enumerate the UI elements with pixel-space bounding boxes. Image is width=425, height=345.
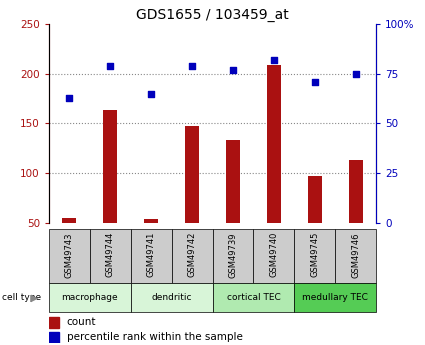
Title: GDS1655 / 103459_at: GDS1655 / 103459_at bbox=[136, 8, 289, 22]
Text: macrophage: macrophage bbox=[62, 293, 118, 302]
Point bbox=[312, 79, 318, 85]
Point bbox=[66, 95, 73, 100]
Bar bbox=[253, 229, 294, 283]
Bar bbox=[212, 229, 253, 283]
Bar bbox=[131, 283, 212, 312]
Point bbox=[270, 57, 277, 62]
Text: cortical TEC: cortical TEC bbox=[227, 293, 280, 302]
Bar bbox=[49, 283, 131, 312]
Text: GSM49745: GSM49745 bbox=[310, 232, 319, 277]
Text: count: count bbox=[67, 317, 96, 327]
Text: GSM49742: GSM49742 bbox=[187, 232, 196, 277]
Text: medullary TEC: medullary TEC bbox=[302, 293, 368, 302]
Text: GSM49743: GSM49743 bbox=[65, 232, 74, 278]
Bar bbox=[294, 283, 376, 312]
Bar bbox=[131, 229, 172, 283]
Bar bbox=[103, 110, 117, 223]
Text: GSM49744: GSM49744 bbox=[106, 232, 115, 277]
Bar bbox=[308, 176, 322, 223]
Point bbox=[148, 91, 155, 96]
Bar bbox=[62, 218, 76, 223]
Bar bbox=[226, 140, 240, 223]
Text: ▶: ▶ bbox=[31, 293, 39, 303]
Text: GSM49746: GSM49746 bbox=[351, 232, 360, 278]
Bar bbox=[348, 160, 363, 223]
Bar bbox=[49, 332, 60, 343]
Bar bbox=[172, 229, 212, 283]
Point bbox=[107, 63, 113, 69]
Point bbox=[189, 63, 196, 69]
Bar bbox=[90, 229, 131, 283]
Point bbox=[352, 71, 359, 77]
Text: GSM49740: GSM49740 bbox=[269, 232, 278, 277]
Text: percentile rank within the sample: percentile rank within the sample bbox=[67, 332, 243, 342]
Bar bbox=[49, 317, 60, 328]
Bar bbox=[212, 283, 294, 312]
Bar bbox=[335, 229, 376, 283]
Bar bbox=[267, 65, 281, 223]
Bar bbox=[144, 219, 158, 223]
Point bbox=[230, 67, 236, 72]
Text: dendritic: dendritic bbox=[151, 293, 192, 302]
Text: GSM49739: GSM49739 bbox=[229, 232, 238, 278]
Bar bbox=[294, 229, 335, 283]
Bar bbox=[185, 126, 199, 223]
Text: GSM49741: GSM49741 bbox=[147, 232, 156, 277]
Bar bbox=[49, 229, 90, 283]
Text: cell type: cell type bbox=[2, 293, 41, 302]
